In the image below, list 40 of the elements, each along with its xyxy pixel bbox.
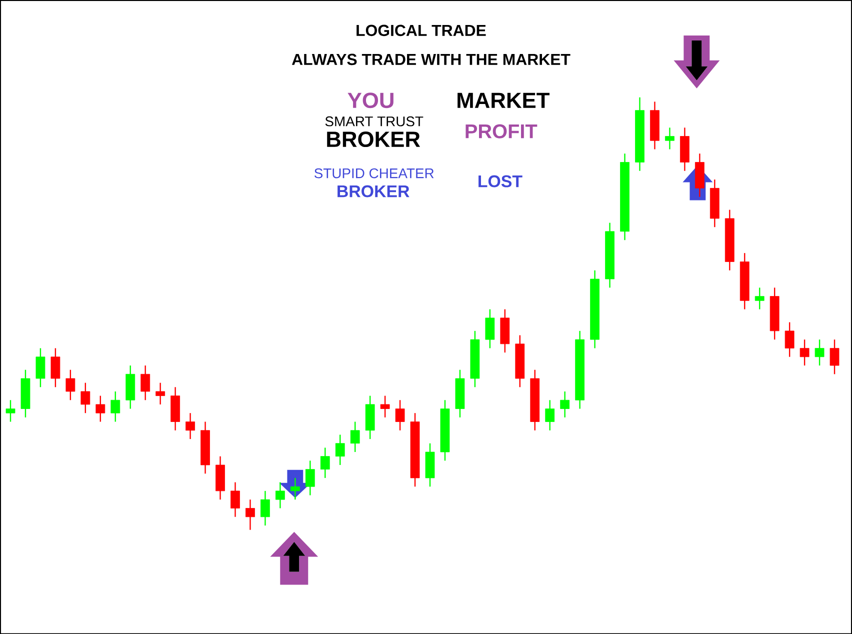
candlestick [230,482,240,518]
chart-subtitle: ALWAYS TRADE WITH THE MARKET [292,54,570,65]
candlestick [380,395,390,418]
candlestick [6,399,16,422]
annotation: STUPID CHEATER [314,168,434,178]
candlestick [560,390,570,418]
candlestick [290,477,300,500]
candlestick [246,498,255,530]
candlestick [156,382,166,405]
candlestick [186,412,195,440]
candlestick [110,390,120,422]
candlestick [66,369,76,401]
candlestick [350,421,360,452]
annotation: LOST [478,175,522,188]
candlestick [545,399,555,431]
candlestick [140,364,150,401]
candlestick [260,490,270,526]
candlestick [754,286,764,310]
candlestick [96,395,106,422]
candlestick [305,460,315,496]
candlestick [485,308,495,349]
candlestick [814,338,824,366]
candlestick [275,482,285,509]
candlestick [830,338,840,375]
candlestick [335,434,345,466]
annotation: BROKER [327,131,420,147]
candlestick [395,399,405,431]
candlestick [36,347,46,388]
annotation: YOU [348,92,394,108]
candlestick [80,382,90,414]
annotation: MARKET [458,92,550,108]
annotation: SMART TRUST [325,116,424,126]
candlestick [800,338,810,366]
candlestick [50,347,60,388]
annotation: BROKER [338,185,410,198]
candlestick [665,126,674,150]
candlestick [320,446,330,478]
candlestick [784,322,794,358]
chart-title: LOGICAL TRADE [356,24,486,36]
annotation: PROFIT [466,124,538,138]
